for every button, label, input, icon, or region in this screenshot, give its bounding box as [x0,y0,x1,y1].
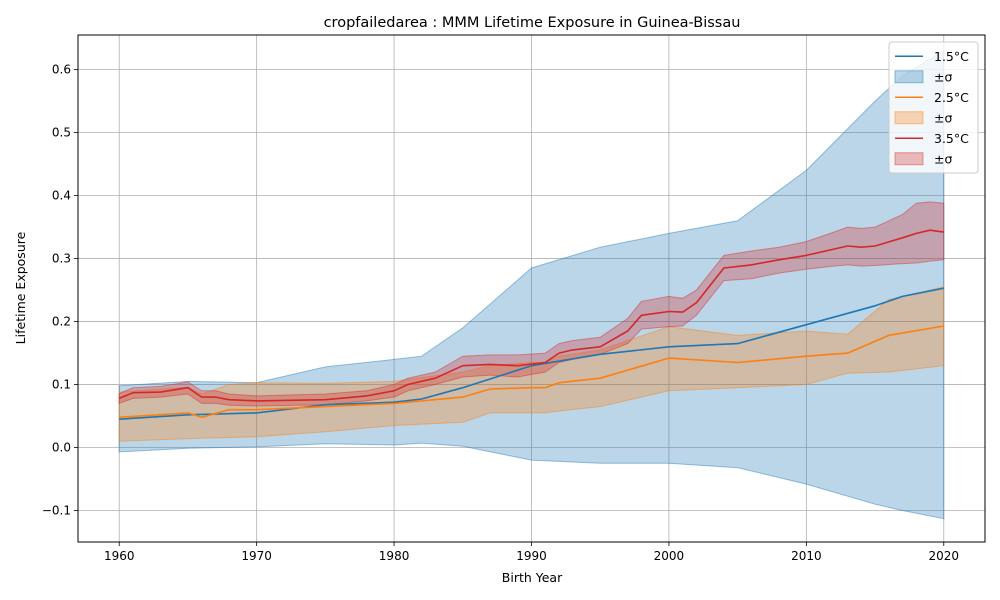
y-axis-label: Lifetime Exposure [13,231,28,344]
line-series-3 [118,229,944,402]
legend-band-label: ±σ [934,69,952,84]
x-tick-label: 2010 [791,549,822,563]
legend: 1.5°C ±σ 2.5°C ±σ 3.5°C ±σ [888,41,979,174]
x-tick-label: 1960 [104,549,135,563]
x-tick-label: 1980 [379,549,410,563]
y-tick-label: 0.3 [52,252,71,266]
legend-band-swatch [894,70,924,84]
legend-label: 1.5°C [934,49,969,64]
x-tick-label: 1990 [516,549,547,563]
line-series-1 [119,287,944,420]
series-lines [118,229,944,420]
y-axis-ticks: −0.1 0.0 0.1 0.2 0.3 0.4 0.5 0.6 [42,63,78,518]
legend-band-swatch [894,111,924,125]
y-tick-label: 0.2 [52,315,71,329]
x-tick-label: 1970 [241,549,272,563]
chart-title: cropfailedarea : MMM Lifetime Exposure i… [324,15,741,31]
y-tick-label: 0.4 [52,189,71,203]
x-axis-ticks: 1960 1970 1980 1990 2000 2010 2020 [104,542,959,563]
legend-label: 2.5°C [934,90,969,105]
legend-band-label: ±σ [934,151,952,166]
x-tick-label: 2020 [928,549,959,563]
grid [78,35,985,542]
y-tick-label: −0.1 [42,504,71,518]
x-tick-label: 2000 [654,549,685,563]
x-axis-label: Birth Year [502,570,563,585]
y-tick-label: 0.0 [52,441,71,455]
band-series-1 [118,49,945,520]
legend-box [888,41,979,174]
legend-band-swatch [894,152,924,166]
y-tick-label: 0.5 [52,126,71,140]
y-tick-label: 0.6 [52,63,71,77]
legend-label: 3.5°C [934,131,969,146]
legend-band-label: ±σ [934,110,952,125]
y-tick-label: 0.1 [52,378,71,392]
line-series-2 [119,325,944,419]
